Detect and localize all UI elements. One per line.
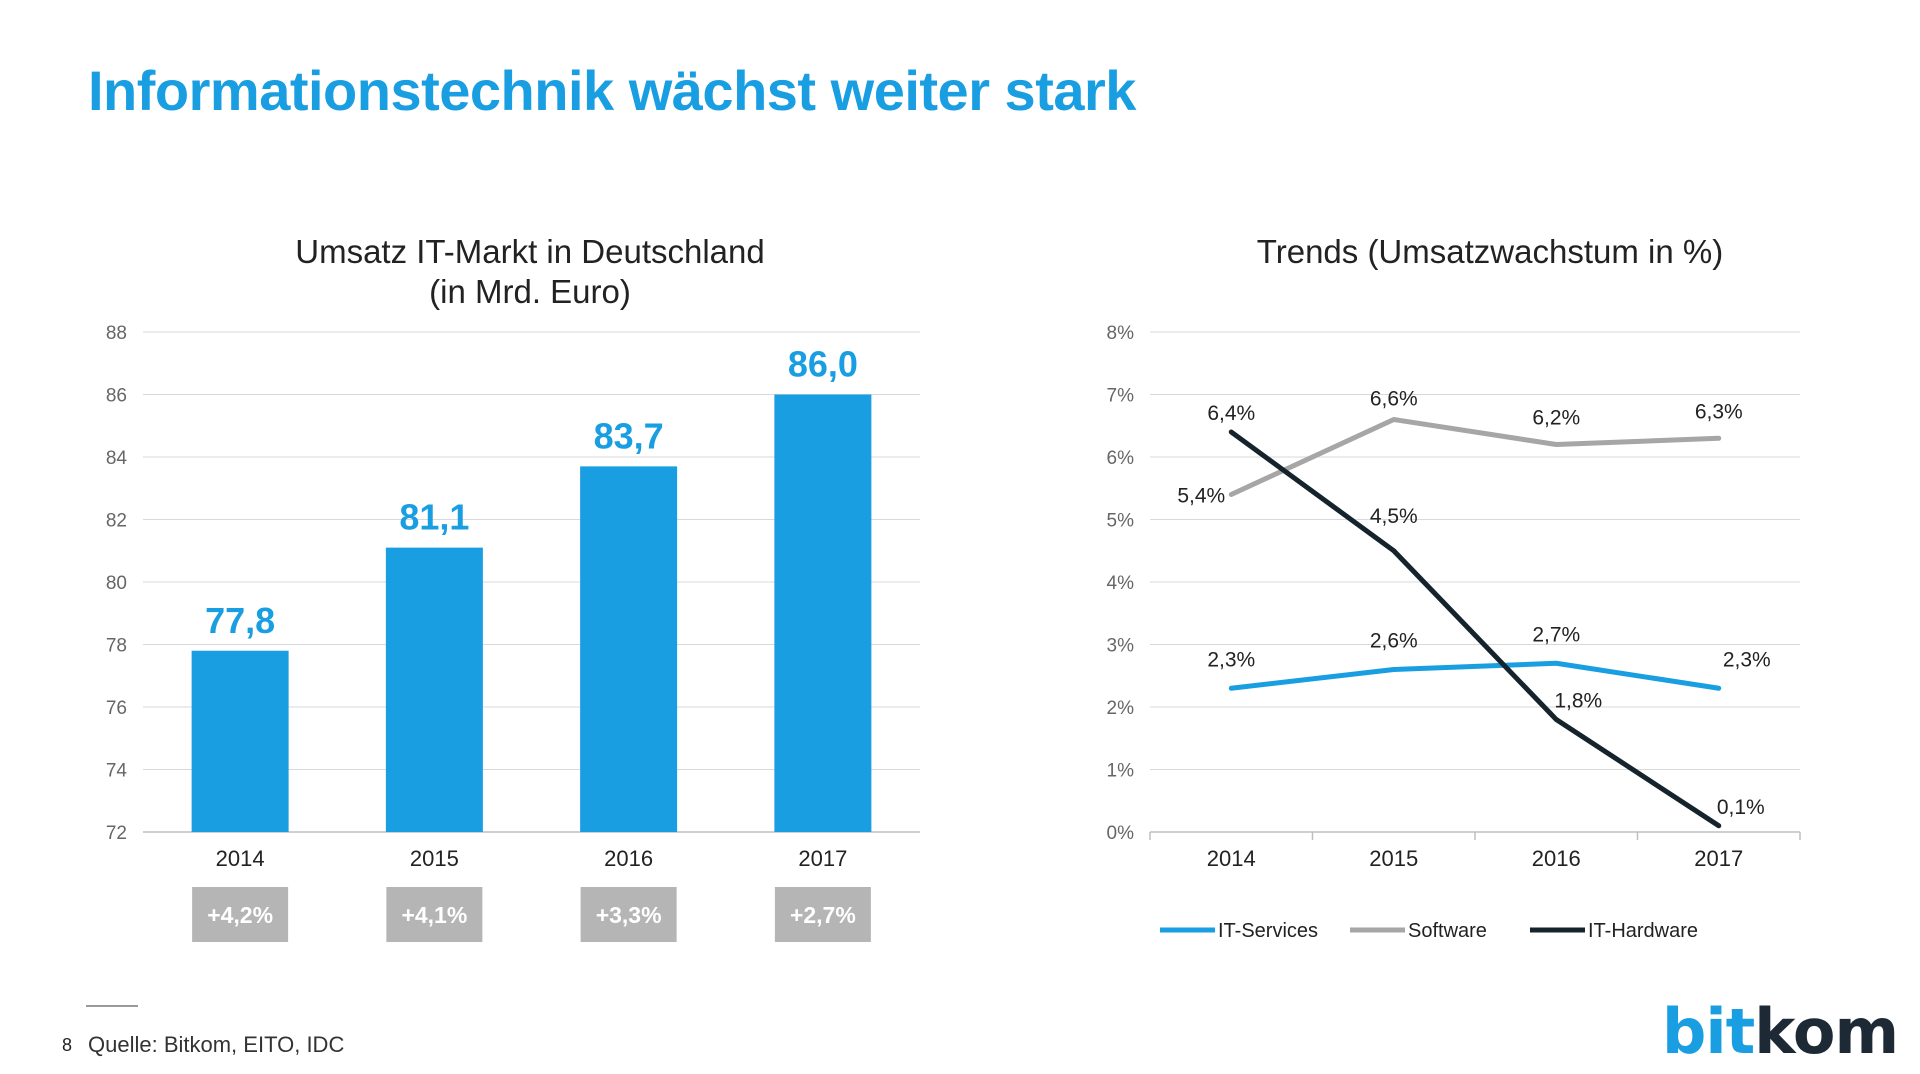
- legend-label: IT-Services: [1218, 920, 1318, 942]
- bar-x-label: 2016: [604, 846, 653, 871]
- legend-label: IT-Hardware: [1588, 920, 1698, 942]
- growth-badge-label: +4,2%: [207, 902, 273, 928]
- bar-y-tick: 80: [106, 573, 127, 594]
- point-label: 2,3%: [1723, 648, 1771, 671]
- growth-badge: [774, 887, 871, 942]
- bar-y-tick: 82: [106, 511, 127, 532]
- point-label: 6,2%: [1532, 407, 1580, 430]
- footer-divider: [86, 1005, 138, 1007]
- growth-badge: [580, 887, 677, 942]
- line-y-tick: 7%: [1107, 386, 1135, 407]
- growth-badge: [386, 887, 483, 942]
- bar-x-label: 2015: [410, 846, 459, 871]
- source-note: Quelle: Bitkom, EITO, IDC: [88, 1032, 345, 1057]
- bar-y-tick: 76: [106, 698, 127, 719]
- line-y-tick: 4%: [1107, 573, 1135, 594]
- bar-y-tick: 74: [106, 761, 128, 782]
- bar-y-tick: 72: [106, 823, 127, 844]
- bar-y-tick: 78: [106, 636, 127, 657]
- bar: [774, 394, 872, 832]
- line-x-label: 2016: [1532, 846, 1581, 871]
- bitkom-logo: bitkom: [1662, 995, 1899, 1068]
- bar-chart-title: Umsatz IT-Markt in Deutschland (in Mrd. …: [140, 232, 920, 312]
- line-x-label: 2014: [1207, 846, 1256, 871]
- line-x-label: 2015: [1369, 846, 1418, 871]
- growth-badge: [192, 887, 289, 942]
- point-label: 4,5%: [1370, 505, 1418, 528]
- line-y-tick: 5%: [1107, 511, 1135, 532]
- point-label: 5,4%: [1177, 485, 1225, 508]
- bar-y-tick: 84: [106, 448, 128, 469]
- bar-value-label: 81,1: [399, 497, 469, 538]
- logo-part-kom: kom: [1754, 995, 1899, 1068]
- bar-value-label: 77,8: [205, 600, 275, 641]
- growth-badge-label: +2,7%: [790, 902, 856, 928]
- bar-x-label: 2014: [216, 846, 265, 871]
- page-number: 8: [62, 1035, 73, 1055]
- bar-chart-title-line: Umsatz IT-Markt in Deutschland: [295, 233, 765, 270]
- point-label: 6,3%: [1695, 400, 1743, 423]
- bar: [580, 466, 678, 832]
- line-y-tick: 2%: [1107, 698, 1135, 719]
- bar-y-tick: 88: [106, 323, 127, 344]
- point-label: 6,4%: [1207, 402, 1255, 425]
- point-label: 1,8%: [1554, 690, 1602, 713]
- line-y-tick: 0%: [1107, 823, 1135, 844]
- series-line: [1228, 660, 1722, 691]
- line-y-tick: 1%: [1107, 761, 1135, 782]
- page-title: Informationstechnik wächst weiter stark: [88, 59, 1136, 122]
- line-chart-title: Trends (Umsatzwachstum in %): [1256, 233, 1724, 270]
- series-line: [1228, 417, 1722, 497]
- logo-part-bit: bit: [1662, 995, 1755, 1068]
- point-label: 2,7%: [1532, 623, 1580, 646]
- line-y-tick: 8%: [1107, 323, 1135, 344]
- point-label: 2,3%: [1207, 648, 1255, 671]
- point-label: 6,6%: [1370, 388, 1418, 411]
- bar-x-label: 2017: [798, 846, 847, 871]
- bar-chart-subtitle: (in Mrd. Euro): [429, 273, 631, 310]
- line-x-label: 2017: [1694, 846, 1743, 871]
- bar: [191, 650, 289, 832]
- point-label: 0,1%: [1717, 796, 1765, 819]
- growth-badge-label: +4,1%: [401, 902, 467, 928]
- bar-y-tick: 86: [106, 386, 127, 407]
- bar-value-label: 83,7: [594, 415, 664, 456]
- growth-badge-label: +3,3%: [596, 902, 662, 928]
- line-y-tick: 3%: [1107, 636, 1135, 657]
- series-line: [1228, 429, 1722, 829]
- point-label: 2,6%: [1370, 630, 1418, 653]
- bar-value-label: 86,0: [788, 344, 858, 385]
- bar: [385, 547, 483, 832]
- legend-label: Software: [1408, 920, 1487, 942]
- line-y-tick: 6%: [1107, 448, 1135, 469]
